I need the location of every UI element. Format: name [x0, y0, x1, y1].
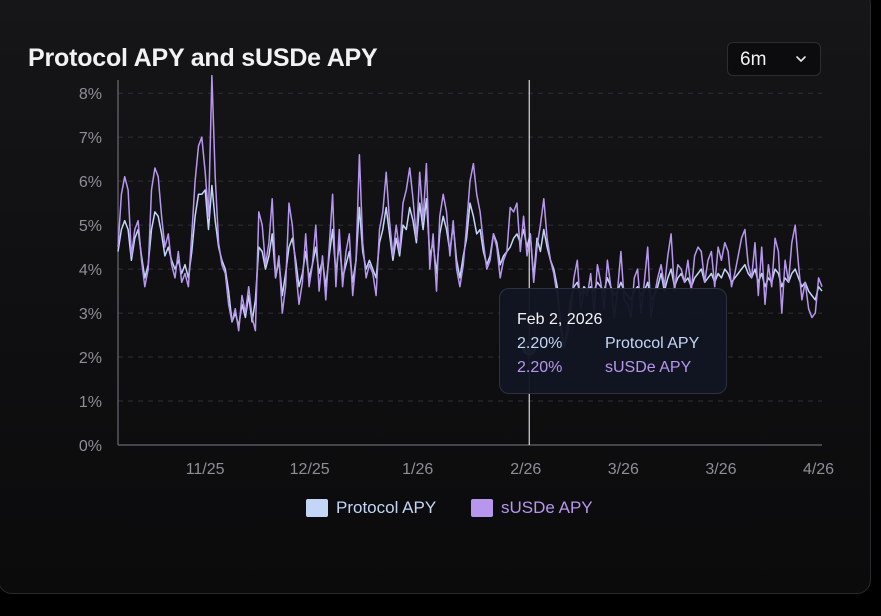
x-tick-label: 3/26: [705, 461, 736, 478]
y-tick-label: 4%: [79, 262, 102, 279]
x-tick-label: 3/26: [608, 461, 639, 478]
tooltip-susde-value: 2.20%: [517, 359, 563, 376]
tooltip-date: Feb 2, 2026: [517, 311, 603, 328]
tooltip-protocol-name: Protocol APY: [605, 335, 700, 352]
susde-apy-line: [117, 74, 823, 350]
legend-label-susde: sUSDe APY: [501, 498, 593, 517]
hover-tooltip: Feb 2, 2026 2.20% Protocol APY 2.20% sUS…: [499, 288, 727, 394]
x-tick-label: 11/25: [186, 461, 225, 478]
y-tick-label: 6%: [79, 174, 102, 191]
time-range-dropdown[interactable]: 6m: [727, 42, 821, 76]
y-tick-label: 7%: [79, 130, 102, 147]
chevron-down-icon: [796, 56, 806, 62]
x-tick-label: 1/26: [402, 461, 433, 478]
y-tick-label: 1%: [79, 394, 102, 411]
y-tick-label: 8%: [79, 86, 102, 103]
tooltip-protocol-value: 2.20%: [517, 335, 563, 352]
legend-swatch-susde: [471, 499, 493, 517]
y-tick-label: 2%: [79, 350, 102, 367]
chart-title: Protocol APY and sUSDe APY: [28, 44, 378, 72]
legend-swatch-protocol: [306, 499, 328, 517]
time-range-value: 6m: [740, 49, 767, 70]
tooltip-susde-name: sUSDe APY: [605, 359, 692, 376]
y-tick-label: 5%: [79, 218, 102, 235]
y-tick-label: 3%: [79, 306, 102, 323]
legend-label-protocol: Protocol APY: [336, 498, 437, 517]
x-tick-label: 4/26: [803, 461, 834, 478]
y-tick-label: 0%: [79, 438, 102, 455]
x-tick-label: 2/26: [510, 461, 541, 478]
x-tick-label: 12/25: [290, 461, 330, 478]
